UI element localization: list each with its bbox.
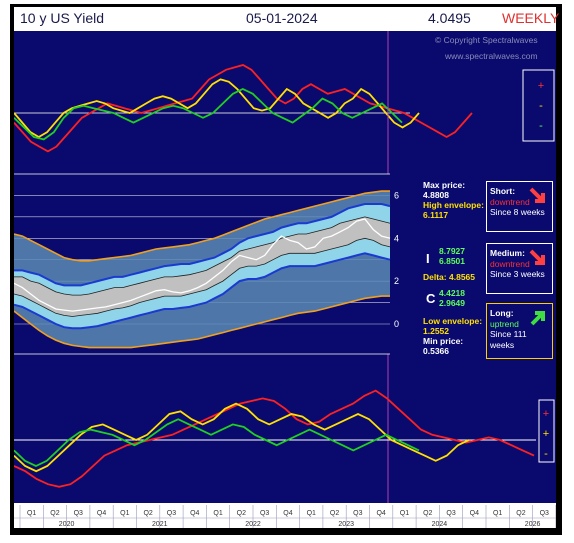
outer-upper-line <box>14 203 391 287</box>
chart-header: 10 y US Yield 05-01-2024 4.0495 WEEKLY <box>14 7 560 31</box>
inner-upper-line <box>14 216 391 296</box>
y-tick-label: 6 <box>394 190 399 200</box>
x-quarter-label: Q1 <box>307 510 316 517</box>
x-quarter-label: Q3 <box>446 510 455 517</box>
bottom-signal-box <box>538 399 555 463</box>
x-quarter-label: Q2 <box>516 510 525 517</box>
price-line <box>14 218 391 312</box>
x-quarter-label: Q4 <box>470 510 479 517</box>
x-quarter-label: Q3 <box>260 510 269 517</box>
indicator-block: I 8.7927 6.8501 Delta: 4.8565 C 4.4218 2… <box>423 246 475 308</box>
bottom-symbol-3: - <box>544 448 548 460</box>
x-quarter-label: Q3 <box>353 510 362 517</box>
green-oscillator-line <box>14 88 403 141</box>
min-price-block: Low envelope: 1.2552 Min price: 0.5366 <box>423 316 483 356</box>
bottom-symbol-1: + <box>543 408 549 420</box>
y-tick-labels: 6 4 2 0 <box>394 190 399 329</box>
bottom-symbol-2: + <box>543 428 549 440</box>
x-year-label: 2024 <box>432 521 448 528</box>
top-signal-box <box>522 69 555 142</box>
x-quarter-label: Q2 <box>330 510 339 517</box>
x-quarter-label: Q1 <box>400 510 409 517</box>
top-symbol-1: + <box>538 80 544 92</box>
x-quarter-label: Q2 <box>237 510 246 517</box>
inner-lower-line <box>14 237 391 317</box>
red-oscillator-line <box>14 389 535 488</box>
timeframe-label: WEEKLY <box>502 10 560 26</box>
x-year-label: 2020 <box>59 521 75 528</box>
long-signal-box: Long: uptrend Since 111 weeks <box>486 303 553 359</box>
x-quarter-label: Q4 <box>97 510 106 517</box>
x-year-label: 2022 <box>245 521 261 528</box>
x-quarter-label: Q4 <box>283 510 292 517</box>
yellow-oscillator-line <box>14 402 470 473</box>
instrument-title: 10 y US Yield <box>20 10 105 26</box>
x-quarter-label: Q2 <box>50 510 59 517</box>
y-tick-label: 2 <box>394 276 399 286</box>
x-quarter-label: Q1 <box>27 510 36 517</box>
x-axis: Q1 Q2 Q3 Q4 Q1 Q2 Q3 Q4 Q1 Q2 Q3 Q4 Q1 Q2 Q3 Q4 Q1 Q2 Q3 Q4… <box>14 505 556 528</box>
x-quarter-label: Q1 <box>493 510 502 517</box>
top-symbol-2: - <box>539 100 543 112</box>
y-tick-label: 0 <box>394 319 399 329</box>
website-line: www.spectralwaves.com <box>444 51 538 61</box>
copyright-line: © Copyright Spectralwaves <box>435 35 538 45</box>
last-value: 4.0495 <box>428 10 471 26</box>
chart-canvas: © Copyright Spectralwaves www.spectralwa… <box>14 31 556 528</box>
down-arrow-icon <box>529 249 545 265</box>
x-year-label: 2026 <box>525 521 541 528</box>
y-tick-label: 4 <box>394 233 399 243</box>
lower-envelope-line <box>14 295 390 349</box>
down-arrow-icon <box>529 187 545 203</box>
x-year-label: 2021 <box>152 521 168 528</box>
top-symbol-3: - <box>539 120 543 132</box>
top-oscillator-panel: © Copyright Spectralwaves www.spectralwa… <box>14 35 555 142</box>
x-year-label: 2023 <box>338 521 354 528</box>
x-quarter-label: Q2 <box>143 510 152 517</box>
green-oscillator-line <box>14 418 420 467</box>
x-quarter-label: Q4 <box>376 510 385 517</box>
medium-signal-box: Medium: downtrend Since 3 weeks <box>486 243 553 294</box>
x-quarter-label: Q4 <box>190 510 199 517</box>
x-quarter-label: Q3 <box>74 510 83 517</box>
max-price-block: Max price: 4.8808 High envelope: 6.1117 <box>423 180 484 220</box>
up-arrow-icon <box>530 311 545 326</box>
x-quarter-label: Q1 <box>120 510 129 517</box>
upper-envelope-line <box>14 190 390 262</box>
price-bands <box>14 190 391 349</box>
chart-date: 05-01-2024 <box>246 10 318 26</box>
x-quarter-label: Q2 <box>423 510 432 517</box>
red-oscillator-line <box>14 64 473 153</box>
x-quarter-label: Q3 <box>167 510 176 517</box>
short-signal-box: Short: downtrend Since 8 weeks <box>486 181 553 232</box>
x-quarter-label: Q3 <box>540 510 549 517</box>
outer-lower-line <box>14 252 391 330</box>
x-quarter-label: Q1 <box>213 510 222 517</box>
